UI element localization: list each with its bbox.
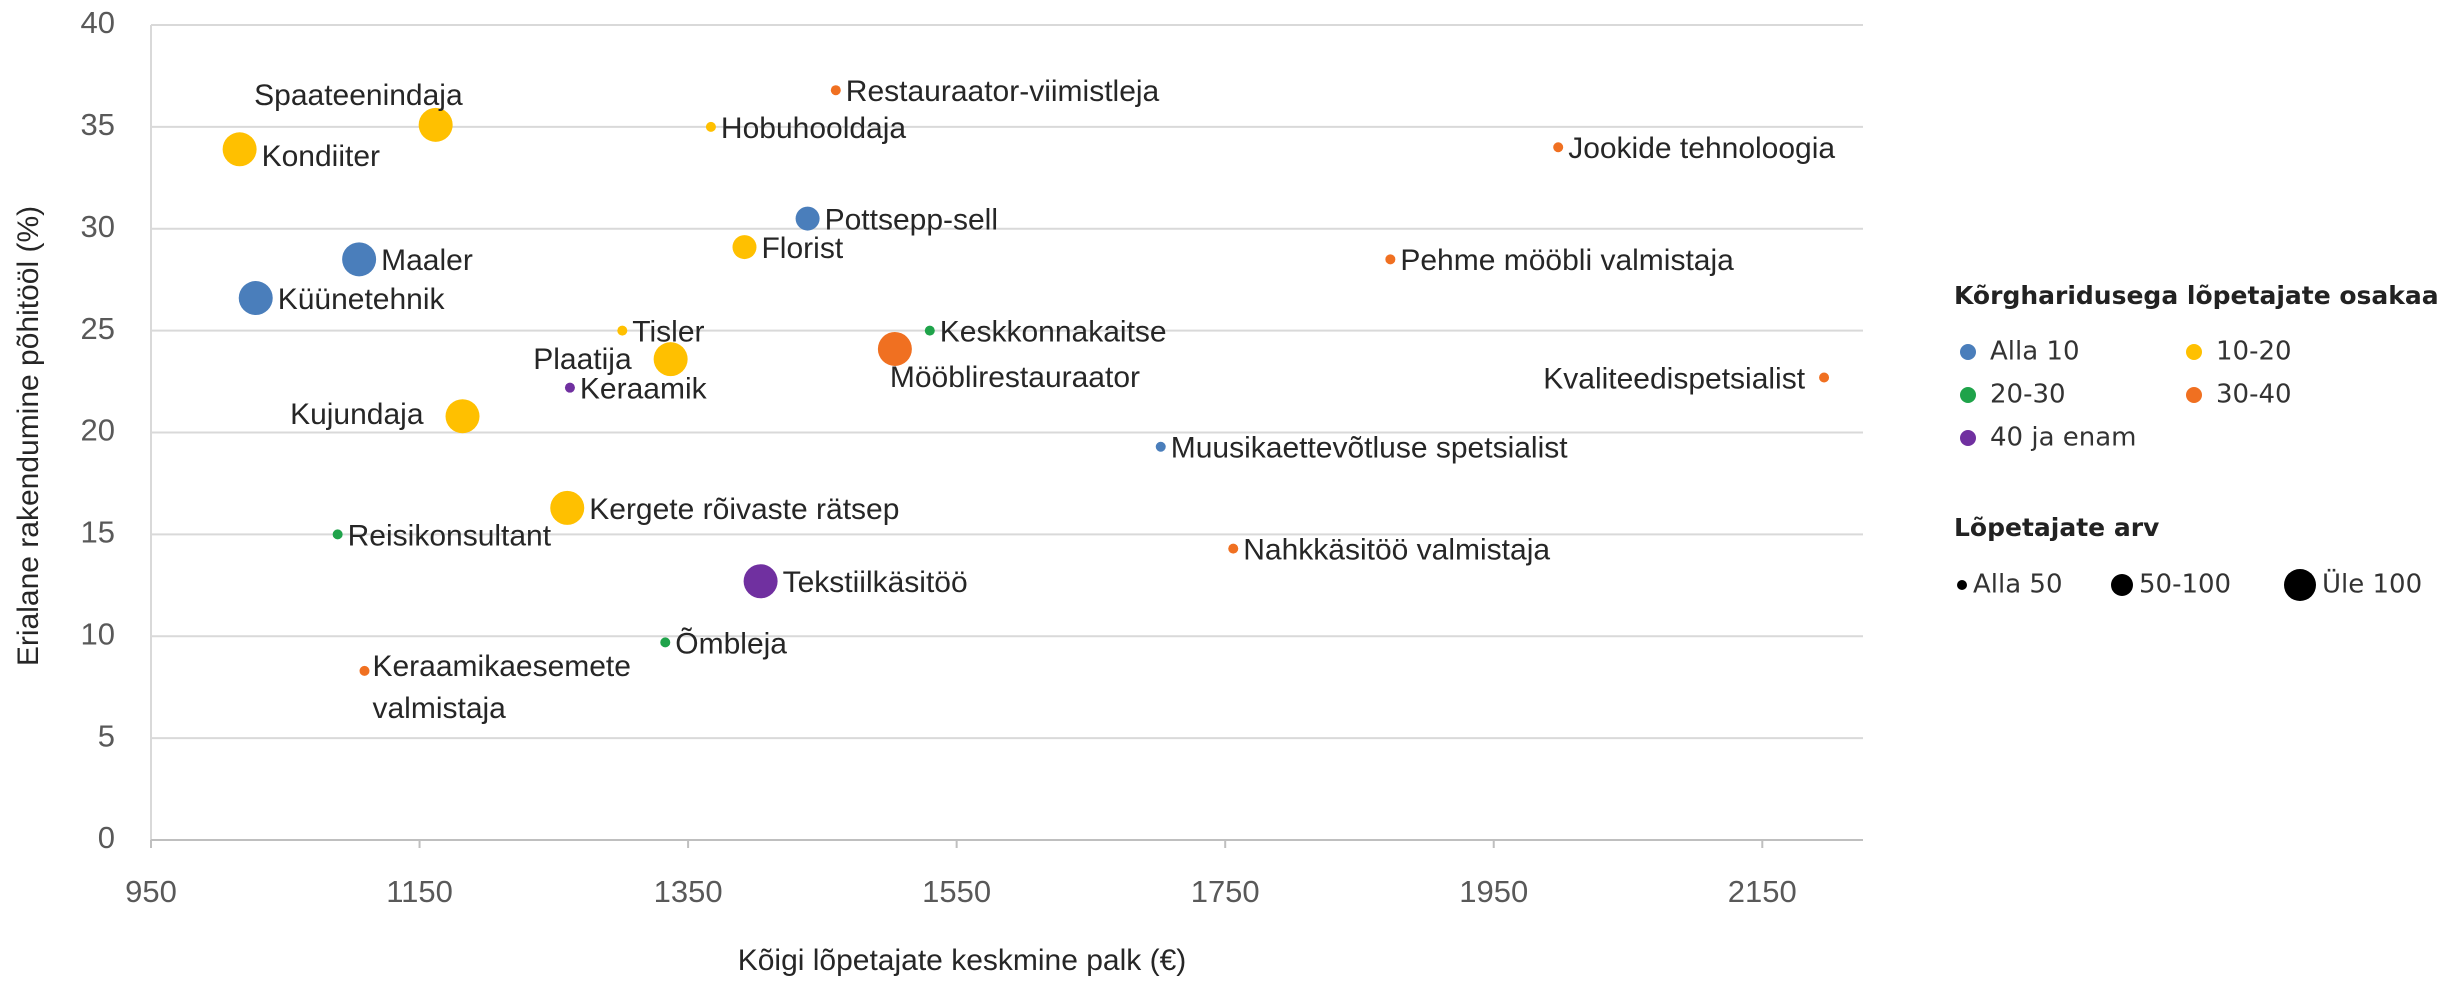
bubble (445, 399, 480, 434)
point-label: Keraamik (580, 373, 708, 406)
bubble (743, 564, 778, 599)
legend-swatch (2186, 344, 2202, 360)
point-label: Florist (761, 232, 843, 265)
size-legend-swatch (1957, 580, 1967, 590)
x-tick-label: 1950 (1459, 874, 1528, 909)
x-tick-label: 1150 (386, 874, 453, 909)
bubble (653, 342, 688, 377)
bubble (660, 637, 671, 648)
bubble (222, 132, 257, 167)
bubble (342, 242, 377, 277)
point-label: Tekstiilkäsitöö (783, 566, 968, 599)
x-tick-label: 1350 (654, 874, 723, 909)
bubble (238, 281, 273, 316)
point-label: Muusikaettevõtluse spetsialist (1171, 432, 1569, 465)
legend-swatch (1960, 387, 1976, 403)
size-legend-label: Üle 100 (2322, 568, 2422, 600)
point-label: Hobuhooldaja (721, 112, 906, 145)
bubble (1819, 372, 1830, 383)
bubble (418, 107, 453, 142)
bubble (1385, 254, 1396, 265)
y-axis-title: Erialane rakendumine põhitööl (%) (12, 206, 45, 666)
bubble (830, 85, 841, 96)
bubble (1553, 142, 1564, 153)
bubble (1155, 441, 1166, 452)
legend-label: 10-20 (2216, 337, 2292, 367)
x-tick-label: 1750 (1191, 874, 1260, 909)
x-axis-title: Kõigi lõpetajate keskmine palk (€) (738, 944, 1187, 977)
legend-title: Kõrgharidusega lõpetajate osakaal (1954, 281, 2440, 310)
legend-swatch (2186, 387, 2202, 403)
size-legend-label: 50-100 (2139, 570, 2231, 600)
y-tick-label: 15 (81, 515, 115, 550)
y-tick-label: 5 (98, 718, 115, 753)
size-legend-label: Alla 50 (1973, 570, 2063, 600)
bubble (550, 490, 585, 525)
point-label: Spaateenindaja (254, 79, 463, 112)
legend-label: 40 ja enam (1990, 423, 2137, 453)
bubble (332, 529, 343, 540)
point-label: Mööblirestauraator (890, 361, 1140, 394)
point-label: Kergete rõivaste rätsep (589, 493, 899, 526)
point-label: Reisikonsultant (348, 519, 552, 552)
y-tick-label: 40 (81, 5, 115, 40)
legend-label: Alla 10 (1990, 337, 2080, 367)
bubble (359, 665, 370, 676)
y-tick-label: 30 (81, 209, 115, 244)
legend-swatch (1960, 344, 1976, 360)
point-label: Keskkonnakaitse (940, 316, 1167, 349)
bubble (617, 325, 628, 336)
bubble (795, 206, 820, 231)
bubble (1228, 543, 1239, 554)
x-tick-label: 950 (125, 874, 177, 909)
point-label: Maaler (381, 244, 473, 277)
legend-label: 30-40 (2216, 380, 2292, 410)
y-tick-label: 20 (81, 413, 115, 448)
point-label: Keraamikaesemete valmistaja (372, 650, 639, 725)
point-label: Küünetehnik (278, 283, 446, 316)
point-label: Pottsepp-sell (825, 203, 998, 236)
point-label: Õmbleja (675, 626, 787, 660)
y-tick-label: 35 (81, 107, 115, 142)
y-tick-label: 25 (81, 311, 115, 346)
point-label: Kujundaja (290, 398, 424, 431)
legend-swatch (1960, 430, 1976, 446)
x-tick-label: 2150 (1728, 874, 1797, 909)
size-legend-swatch (2284, 569, 2316, 601)
bubble (924, 325, 935, 336)
point-label: Jookide tehnoloogia (1568, 132, 1835, 165)
bubble (564, 382, 575, 393)
size-legend-swatch (2111, 574, 2133, 596)
y-tick-label: 10 (81, 616, 115, 651)
bubble (877, 331, 912, 366)
point-label: Pehme mööbli valmistaja (1400, 244, 1734, 277)
point-label: Nahkkäsitöö valmistaja (1243, 534, 1550, 567)
legend-label: 20-30 (1990, 380, 2066, 410)
y-tick-label: 0 (98, 820, 115, 855)
bubble (705, 121, 716, 132)
point-label: Plaatija (533, 343, 632, 376)
size-legend-title: Lõpetajate arv (1954, 513, 2159, 542)
point-label: Kondiiter (262, 140, 380, 173)
x-tick-label: 1550 (922, 874, 991, 909)
point-label: Restauraator-viimistleja (846, 75, 1160, 108)
bubble (732, 235, 757, 260)
point-label: Kvaliteedispetsialist (1543, 362, 1805, 395)
